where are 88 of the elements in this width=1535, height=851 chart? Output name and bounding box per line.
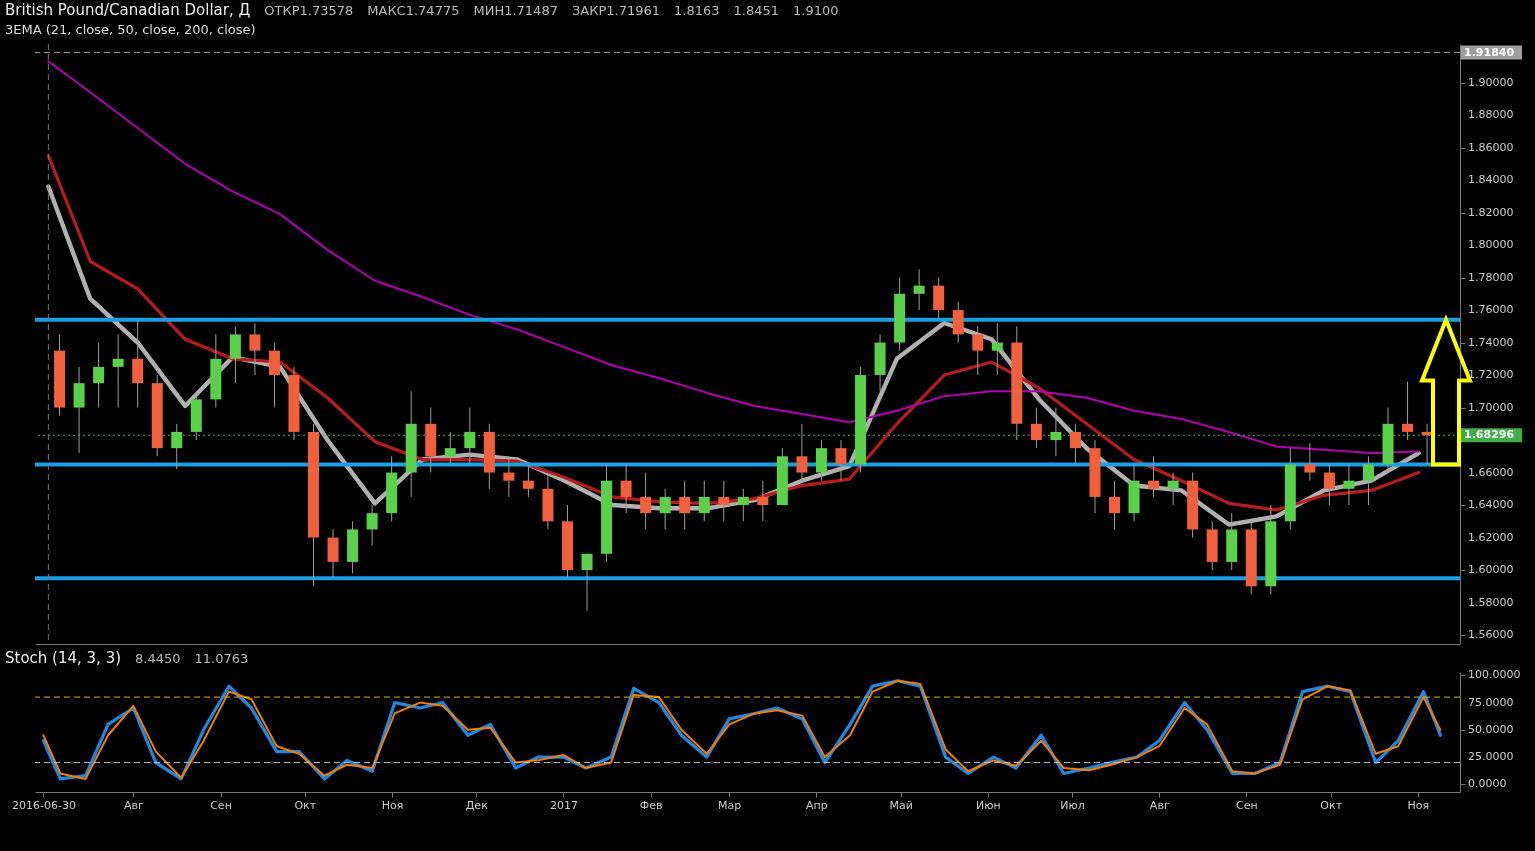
candlestick: [679, 480, 691, 530]
ref-line-label: 1.68296: [1464, 428, 1515, 442]
chart-subtitle: 3EMA (21, close, 50, close, 200, close): [5, 22, 256, 37]
y-tick-label: 1.56000: [1468, 628, 1514, 642]
candlestick: [1362, 455, 1374, 506]
y-tick-label: 1.78000: [1468, 270, 1514, 284]
candlestick: [1343, 463, 1355, 506]
candlestick: [972, 325, 984, 376]
y-tick-label: 50.0000: [1468, 722, 1514, 736]
text: МИН1.71487: [473, 3, 558, 18]
candlestick: [1030, 407, 1042, 449]
x-tick-label: Окт: [294, 798, 317, 812]
candlestick: [1109, 480, 1121, 530]
y-tick-label: 1.64000: [1468, 498, 1514, 512]
x-tick-label: Сен: [210, 798, 232, 812]
line-series: [47, 60, 1420, 455]
y-tick-label: 1.76000: [1468, 303, 1514, 317]
candlestick: [1050, 407, 1062, 457]
candlestick: [835, 439, 847, 482]
candlestick: [991, 322, 1003, 376]
y-tick-label: 1.82000: [1468, 205, 1514, 219]
candlestick: [1148, 455, 1160, 498]
text: МАКС1.74775: [367, 3, 460, 18]
x-tick-label: Май: [889, 798, 913, 812]
candlestick: [913, 268, 925, 311]
x-tick-label: Апр: [806, 798, 828, 812]
candlestick: [93, 342, 105, 409]
candlestick: [366, 504, 378, 547]
y-tick-label: 1.72000: [1468, 368, 1514, 382]
x-tick-label: 2016-06-30: [11, 798, 76, 812]
x-tick-label: Сен: [1236, 798, 1258, 812]
chart-title: British Pound/Canadian Dollar, Д: [5, 1, 251, 19]
candlestick: [1069, 423, 1081, 465]
text: 11.0763: [194, 651, 249, 666]
candlestick: [737, 488, 749, 522]
x-tick-label: Авг: [123, 798, 144, 812]
candlestick: [698, 480, 710, 522]
y-tick-label: 1.84000: [1468, 173, 1514, 187]
candlestick: [249, 322, 261, 376]
text: 1.8163: [674, 3, 720, 18]
text: 1.8451: [733, 3, 779, 18]
x-tick-label: Июн: [975, 798, 1001, 812]
y-tick-label: 1.60000: [1468, 563, 1514, 577]
y-tick-label: 100.0000: [1468, 668, 1521, 682]
y-tick-label: 75.0000: [1468, 695, 1514, 709]
candlestick: [718, 480, 730, 522]
y-tick-label: 1.66000: [1468, 465, 1514, 479]
candlestick: [522, 463, 534, 498]
x-tick-label: 2017: [549, 798, 578, 812]
candlestick: [1323, 463, 1335, 506]
candlestick: [171, 423, 183, 470]
candlestick: [757, 480, 769, 522]
x-tick-label: Авг: [1149, 798, 1170, 812]
candlestick: [640, 472, 652, 530]
candlestick: [112, 333, 124, 409]
y-tick-label: 1.90000: [1468, 75, 1514, 89]
y-tick-label: 1.86000: [1468, 140, 1514, 154]
x-tick-label: Ноя: [1407, 798, 1430, 812]
candlestick: [503, 455, 515, 498]
candlestick: [796, 423, 808, 482]
candlestick: [444, 431, 456, 465]
text: 1.9100: [793, 3, 839, 18]
y-tick-label: 1.88000: [1468, 108, 1514, 122]
x-tick-label: Фев: [639, 798, 663, 812]
x-tick-label: Ноя: [381, 798, 404, 812]
x-tick-label: Мар: [718, 798, 742, 812]
y-tick-label: 1.70000: [1468, 400, 1514, 414]
y-tick-label: 1.80000: [1468, 238, 1514, 252]
y-tick-label: 25.0000: [1468, 750, 1514, 764]
y-tick-label: 0.0000: [1468, 777, 1507, 791]
x-tick-label: Июл: [1060, 798, 1085, 812]
candlestick: [1304, 442, 1316, 482]
text: 8.4450: [135, 651, 181, 666]
text: ЗАКР1.71961: [571, 3, 660, 18]
x-tick-label: Окт: [1320, 798, 1343, 812]
candlestick: [620, 463, 632, 514]
candlestick: [464, 407, 476, 465]
chart-title: Stoch (14, 3, 3): [5, 649, 122, 667]
y-tick-label: 1.58000: [1468, 595, 1514, 609]
candlestick: [581, 553, 593, 612]
y-tick-label: 1.74000: [1468, 335, 1514, 349]
candlestick: [659, 488, 671, 530]
x-tick-label: Дек: [465, 798, 489, 812]
text: ОТКР1.73578: [264, 3, 354, 18]
candlestick: [1402, 381, 1414, 441]
candlestick: [1167, 472, 1179, 506]
y-tick-label: 1.62000: [1468, 530, 1514, 544]
ref-line-label: 1.91840: [1464, 45, 1515, 59]
